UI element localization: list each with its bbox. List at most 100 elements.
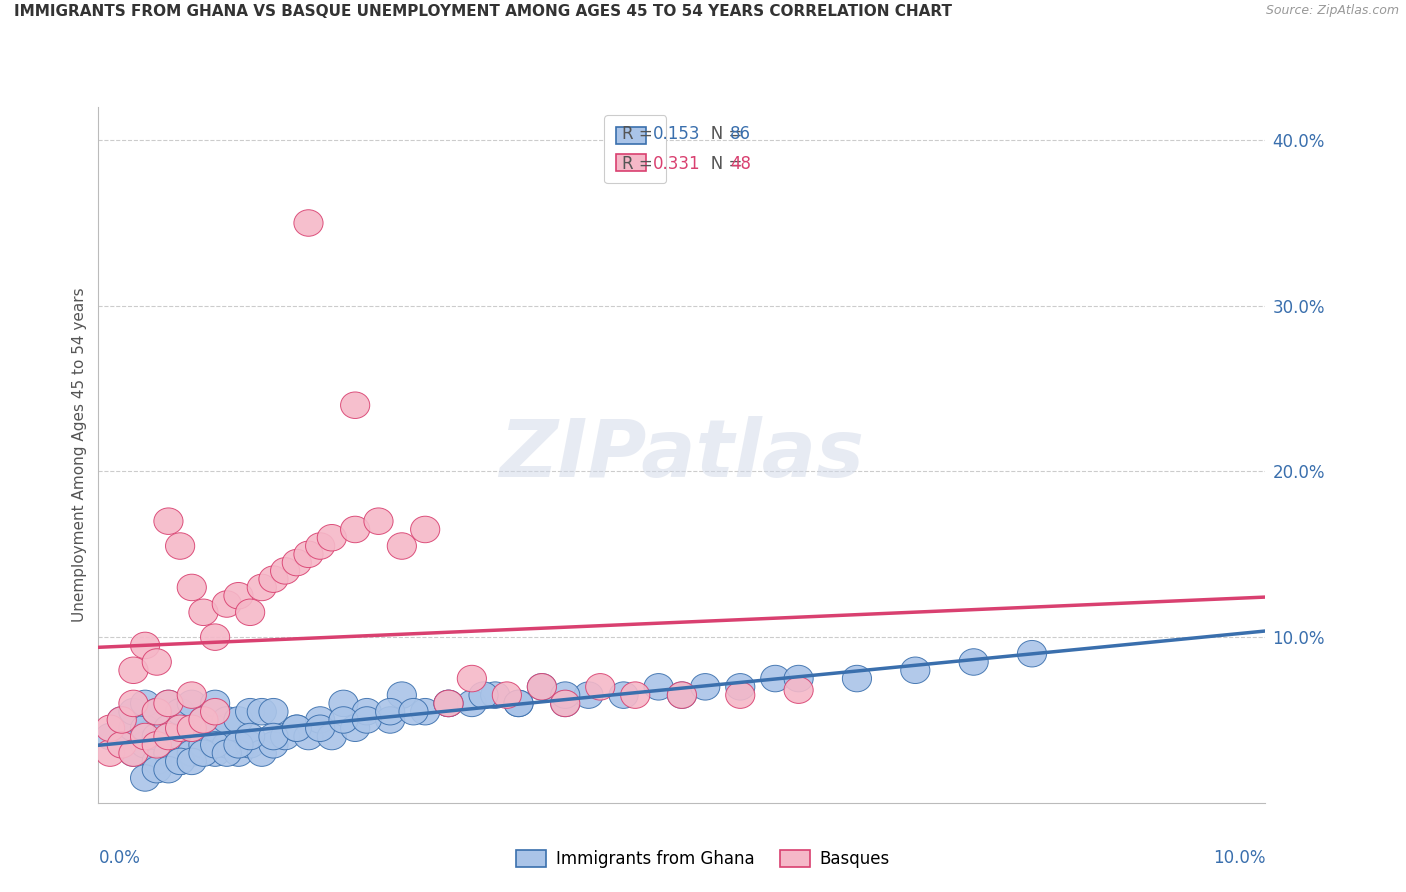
- Ellipse shape: [259, 698, 288, 725]
- Ellipse shape: [236, 698, 264, 725]
- Ellipse shape: [142, 723, 172, 750]
- Ellipse shape: [551, 690, 579, 716]
- Ellipse shape: [527, 673, 557, 700]
- Ellipse shape: [177, 690, 207, 716]
- Text: R =: R =: [621, 126, 658, 144]
- Ellipse shape: [236, 723, 264, 750]
- Ellipse shape: [224, 582, 253, 609]
- Ellipse shape: [212, 706, 242, 733]
- Ellipse shape: [259, 566, 288, 592]
- Ellipse shape: [142, 756, 172, 783]
- Ellipse shape: [212, 731, 242, 758]
- Ellipse shape: [120, 739, 148, 766]
- Ellipse shape: [305, 715, 335, 741]
- Ellipse shape: [131, 723, 160, 750]
- Ellipse shape: [107, 706, 136, 733]
- Ellipse shape: [107, 706, 136, 733]
- Ellipse shape: [131, 731, 160, 758]
- Ellipse shape: [1018, 640, 1046, 667]
- Ellipse shape: [785, 665, 813, 692]
- Ellipse shape: [177, 739, 207, 766]
- Ellipse shape: [353, 698, 381, 725]
- Ellipse shape: [340, 392, 370, 418]
- Ellipse shape: [411, 698, 440, 725]
- Ellipse shape: [247, 739, 277, 766]
- Ellipse shape: [153, 739, 183, 766]
- Ellipse shape: [668, 681, 696, 708]
- Ellipse shape: [131, 715, 160, 741]
- Ellipse shape: [586, 673, 614, 700]
- Ellipse shape: [527, 673, 557, 700]
- Ellipse shape: [283, 715, 311, 741]
- Ellipse shape: [131, 632, 160, 658]
- Ellipse shape: [340, 516, 370, 542]
- Ellipse shape: [457, 665, 486, 692]
- Ellipse shape: [959, 648, 988, 675]
- Ellipse shape: [283, 715, 311, 741]
- Ellipse shape: [177, 748, 207, 774]
- Ellipse shape: [411, 516, 440, 542]
- Ellipse shape: [120, 739, 148, 766]
- Ellipse shape: [375, 706, 405, 733]
- Ellipse shape: [283, 549, 311, 576]
- Ellipse shape: [609, 681, 638, 708]
- Ellipse shape: [434, 690, 463, 716]
- Ellipse shape: [842, 665, 872, 692]
- Ellipse shape: [340, 715, 370, 741]
- Ellipse shape: [107, 731, 136, 758]
- Ellipse shape: [785, 677, 813, 704]
- Ellipse shape: [212, 591, 242, 617]
- Ellipse shape: [153, 690, 183, 716]
- Ellipse shape: [434, 690, 463, 716]
- Ellipse shape: [247, 698, 277, 725]
- Text: ZIPatlas: ZIPatlas: [499, 416, 865, 494]
- Ellipse shape: [201, 690, 229, 716]
- Text: N =: N =: [695, 126, 748, 144]
- Text: 0.0%: 0.0%: [98, 849, 141, 867]
- Ellipse shape: [644, 673, 673, 700]
- Ellipse shape: [318, 723, 346, 750]
- Ellipse shape: [305, 706, 335, 733]
- Ellipse shape: [166, 723, 194, 750]
- Ellipse shape: [96, 739, 125, 766]
- Ellipse shape: [142, 748, 172, 774]
- Ellipse shape: [201, 739, 229, 766]
- Ellipse shape: [120, 698, 148, 725]
- Ellipse shape: [96, 723, 125, 750]
- Ellipse shape: [142, 698, 172, 725]
- Ellipse shape: [503, 690, 533, 716]
- Ellipse shape: [131, 690, 160, 716]
- Legend: , : ,: [605, 115, 666, 184]
- Ellipse shape: [236, 599, 264, 625]
- Ellipse shape: [294, 541, 323, 567]
- Ellipse shape: [212, 739, 242, 766]
- Ellipse shape: [188, 739, 218, 766]
- Text: R =: R =: [621, 155, 658, 173]
- Ellipse shape: [551, 681, 579, 708]
- Ellipse shape: [177, 715, 207, 741]
- Ellipse shape: [188, 706, 218, 733]
- Ellipse shape: [188, 599, 218, 625]
- Ellipse shape: [142, 648, 172, 675]
- Ellipse shape: [120, 715, 148, 741]
- Ellipse shape: [224, 731, 253, 758]
- Ellipse shape: [96, 715, 125, 741]
- Ellipse shape: [153, 690, 183, 716]
- Ellipse shape: [329, 706, 359, 733]
- Ellipse shape: [259, 731, 288, 758]
- Ellipse shape: [353, 706, 381, 733]
- Ellipse shape: [574, 681, 603, 708]
- Ellipse shape: [668, 681, 696, 708]
- Ellipse shape: [259, 723, 288, 750]
- Ellipse shape: [201, 715, 229, 741]
- Ellipse shape: [177, 574, 207, 600]
- Ellipse shape: [166, 748, 194, 774]
- Ellipse shape: [294, 210, 323, 236]
- Ellipse shape: [387, 533, 416, 559]
- Ellipse shape: [120, 657, 148, 683]
- Text: Source: ZipAtlas.com: Source: ZipAtlas.com: [1265, 4, 1399, 18]
- Ellipse shape: [690, 673, 720, 700]
- Ellipse shape: [188, 706, 218, 733]
- Ellipse shape: [120, 690, 148, 716]
- Ellipse shape: [318, 524, 346, 551]
